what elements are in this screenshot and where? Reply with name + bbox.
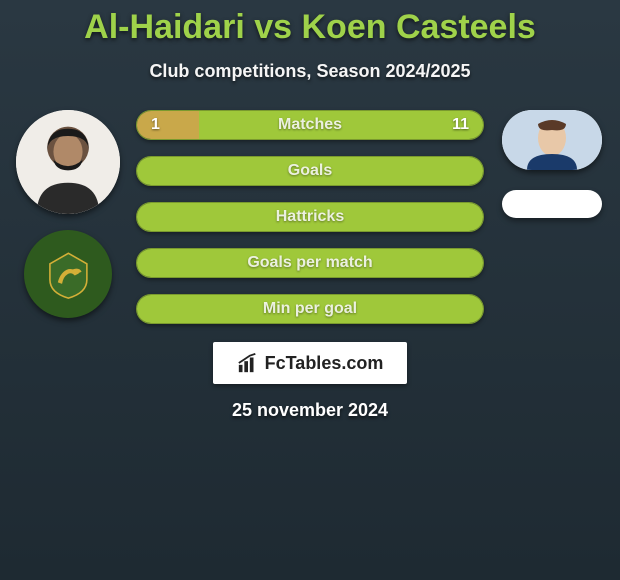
- stat-bar: Goals: [136, 156, 484, 186]
- brand-text: FcTables.com: [265, 353, 384, 374]
- player2-name: Koen Casteels: [302, 8, 536, 46]
- comparison-title: Al-Haidari vs Koen Casteels: [0, 0, 620, 47]
- brand-badge: FcTables.com: [213, 342, 408, 384]
- club-crest-icon: [42, 248, 95, 301]
- stat-label: Min per goal: [137, 295, 483, 323]
- person-icon: [16, 110, 120, 214]
- stat-bar: Hattricks: [136, 202, 484, 232]
- comparison-content: Matches111GoalsHattricksGoals per matchM…: [0, 110, 620, 324]
- footer: FcTables.com 25 november 2024: [0, 342, 620, 421]
- player1-avatar: [16, 110, 120, 214]
- stat-label: Goals: [137, 157, 483, 185]
- player2-club-placeholder: [502, 190, 602, 218]
- stat-value-right: 11: [438, 111, 483, 139]
- stat-label: Goals per match: [137, 249, 483, 277]
- bar-chart-icon: [237, 352, 259, 374]
- subtitle: Club competitions, Season 2024/2025: [0, 61, 620, 82]
- player2-avatar: [502, 110, 602, 170]
- right-side: [492, 110, 612, 324]
- stat-label: Matches: [137, 111, 483, 139]
- stat-bar: Matches111: [136, 110, 484, 140]
- left-side: [8, 110, 128, 324]
- stat-value-left: 1: [137, 111, 174, 139]
- generation-date: 25 november 2024: [232, 400, 388, 421]
- stat-bar: Goals per match: [136, 248, 484, 278]
- person-icon: [502, 110, 602, 170]
- stat-bar: Min per goal: [136, 294, 484, 324]
- player1-club-badge: [24, 230, 112, 318]
- stat-bars: Matches111GoalsHattricksGoals per matchM…: [128, 110, 492, 324]
- vs-text: vs: [254, 8, 292, 46]
- player1-name: Al-Haidari: [84, 8, 245, 46]
- stat-label: Hattricks: [137, 203, 483, 231]
